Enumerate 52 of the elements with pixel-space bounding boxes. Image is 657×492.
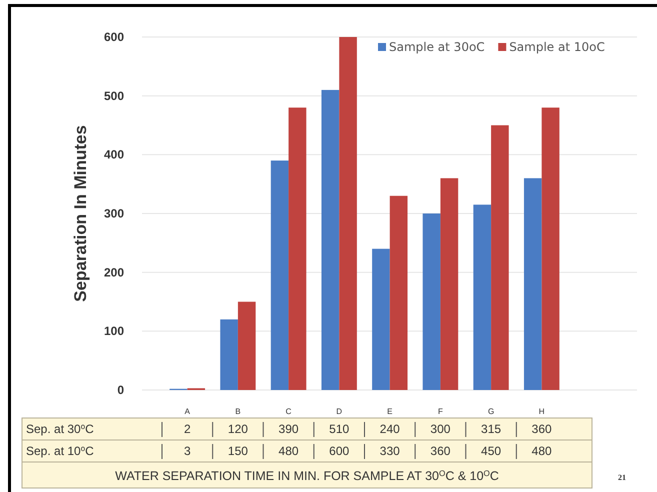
data-label: 450 [481, 444, 502, 458]
data-label: 480 [278, 444, 299, 458]
x-tick-label: H [538, 407, 545, 416]
text: WATER SEPARATION TIME IN MIN. FOR SAMPLE AT 30$^{O}$C & 10$^{O}$C [115, 468, 499, 483]
bar [339, 37, 357, 390]
data-label: 120 [228, 422, 248, 436]
data-label: 360 [532, 422, 552, 436]
x-tick-label: C [286, 407, 292, 416]
data-label: 390 [278, 422, 299, 436]
y-tick-label: 100 [104, 324, 124, 338]
y-tick-label: 0 [117, 383, 124, 397]
x-tick-label: G [488, 407, 494, 416]
bar [422, 214, 440, 390]
bar [238, 302, 256, 390]
y-tick-label: 200 [104, 265, 124, 280]
y-tick-label: 300 [104, 206, 124, 220]
bar [524, 178, 542, 390]
bar [270, 160, 289, 390]
data-label: 480 [532, 444, 552, 458]
data-label: 360 [430, 444, 451, 458]
bar [542, 108, 560, 390]
text: Sep. at 30$^{o}$C [26, 422, 94, 436]
bar [288, 108, 306, 390]
text: Sep. at 10$^{o}$C [26, 444, 94, 458]
bar [390, 196, 408, 390]
data-label: 240 [380, 422, 400, 436]
legend-label: Sample at 10oC [509, 40, 605, 54]
bar [220, 319, 238, 390]
y-tick-label: 600 [104, 30, 124, 44]
y-tick-label: 400 [104, 148, 124, 162]
data-label: 600 [329, 444, 350, 458]
legend-label: Sample at 30oC [389, 40, 485, 54]
data-label: 330 [380, 444, 400, 458]
data-label: 2 [184, 422, 191, 436]
bar [473, 204, 492, 390]
x-tick-label: D [336, 407, 342, 416]
y-axis-title: Separation In Minutes [71, 125, 90, 302]
bar [491, 125, 509, 390]
x-tick-label: A [184, 407, 191, 416]
data-label: 150 [228, 444, 248, 458]
data-label: 3 [184, 444, 191, 458]
data-label: 300 [430, 422, 451, 436]
bar [321, 90, 340, 390]
bar [372, 248, 390, 390]
text: 21 [618, 473, 626, 482]
y-tick-label: 500 [104, 88, 124, 103]
bar [440, 178, 458, 390]
data-label: 315 [481, 422, 502, 436]
data-label: 510 [329, 422, 350, 436]
x-tick-label: B [235, 407, 241, 416]
x-tick-label: E [387, 407, 392, 416]
x-tick-label: F [438, 407, 443, 416]
